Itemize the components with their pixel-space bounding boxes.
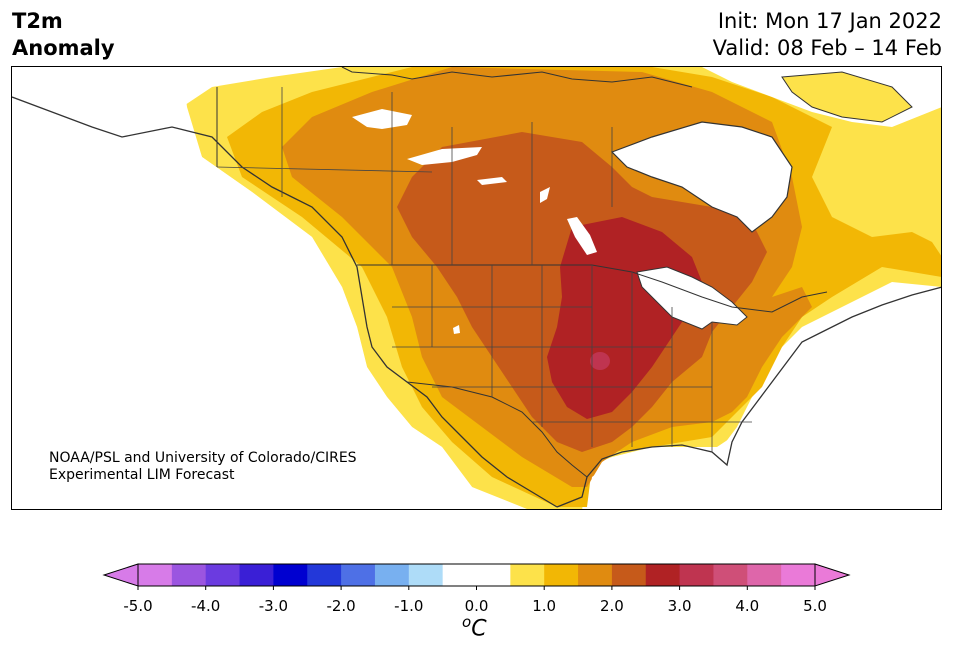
credit-line-2: Experimental LIM Forecast: [49, 467, 235, 483]
colorbar-tick-label: -5.0: [123, 597, 153, 615]
state-lines-1: [392, 265, 752, 452]
colorbar-segment: [679, 564, 714, 586]
colorbar-segment: [781, 564, 816, 586]
date-info: Init: Mon 17 Jan 2022 Valid: 08 Feb – 14…: [713, 8, 942, 62]
great-slave-lake: [407, 147, 482, 165]
colorbar-segment: [273, 564, 308, 586]
valid-date: Valid: 08 Feb – 14 Feb: [712, 36, 942, 60]
colorbar-segment: [341, 564, 376, 586]
lake-athabasca: [477, 177, 507, 185]
colorbar-segment: [476, 564, 511, 586]
colorbar-segment: [747, 564, 782, 586]
colorbar-tick-label: 2.0: [599, 597, 624, 615]
unit-label: oC: [462, 613, 487, 641]
province-lines: [216, 87, 613, 265]
colorbar-segment: [138, 564, 173, 586]
colorbar-tick-label: -4.0: [191, 597, 221, 615]
colorbar-tick-label: -3.0: [258, 597, 289, 615]
credit-text: NOAA/PSL and University of Colorado/CIRE…: [49, 450, 357, 484]
west-coastline: [12, 96, 558, 508]
map-title: T2m Anomaly: [12, 8, 115, 62]
atlantic-ocean: [712, 292, 941, 509]
colorbar-segment: [713, 564, 748, 586]
colorbar-segment: [374, 564, 410, 586]
pacific-ocean: [12, 67, 482, 509]
colorbar-segment: [544, 564, 579, 586]
colorbar-tick-label: 1.0: [532, 597, 557, 615]
colorbar-tick-label: 3.0: [667, 597, 692, 615]
colorbar-segment: [205, 564, 241, 586]
init-date: Init: Mon 17 Jan 2022: [717, 9, 942, 33]
gulf-coastline: [556, 286, 941, 508]
title-line-2: Anomaly: [12, 36, 115, 60]
colorbar-segment: [171, 564, 207, 586]
colorbar-segment: [578, 564, 613, 586]
credit-line-1: NOAA/PSL and University of Colorado/CIRE…: [49, 450, 357, 466]
gulf-of-mexico: [587, 442, 742, 509]
colorbar-tick-label: -2.0: [326, 597, 356, 615]
title-line-1: T2m: [12, 9, 63, 33]
colorbar-min-arrow: [102, 563, 139, 587]
colorbar-segment: [239, 564, 274, 586]
colorbar-segment: [307, 564, 342, 586]
hudson-bay: [610, 121, 793, 233]
anomaly-region-3-0: [590, 352, 610, 370]
lake-winnipeg: [567, 217, 597, 255]
arctic-islands: [781, 71, 913, 123]
unit-degree: o: [462, 613, 472, 631]
great-bear-lake: [352, 109, 412, 129]
colorbar-segment: [611, 564, 647, 586]
colorbar-tick-label: 4.0: [735, 597, 760, 615]
anomaly-map: [12, 67, 941, 509]
colorbar-segment: [442, 564, 477, 586]
colorbar-tick-label: 0.0: [464, 597, 489, 615]
colorbar-tick-label: 5.0: [803, 597, 827, 615]
unit-symbol: C: [471, 616, 487, 642]
north-coastline: [341, 67, 693, 88]
colorbar-max-arrow: [814, 563, 851, 587]
colorbar-tick-label: -1.0: [394, 597, 424, 615]
colorbar-segment: [408, 564, 444, 586]
map-panel: [11, 66, 942, 510]
colorbar-segment: [510, 564, 545, 586]
colorbar-segment: [645, 564, 681, 586]
reindeer-lake: [540, 187, 550, 203]
great-salt-lake: [453, 325, 460, 334]
canada-us-border: [357, 264, 828, 313]
